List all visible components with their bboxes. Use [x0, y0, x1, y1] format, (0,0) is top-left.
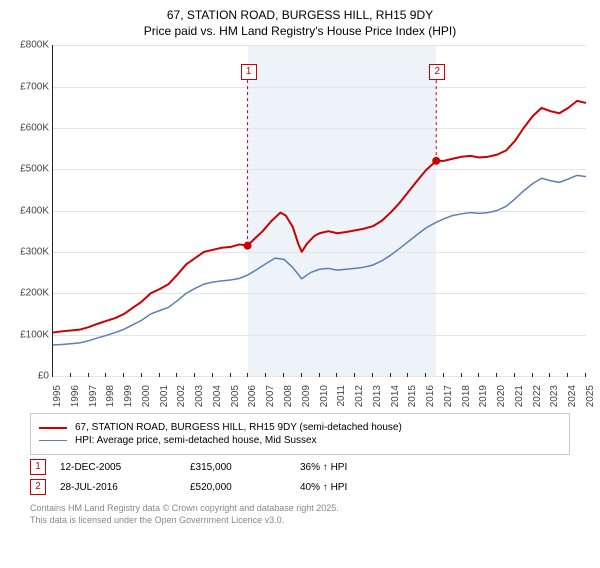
sale-date: 12-DEC-2005	[60, 462, 190, 473]
x-tick	[88, 373, 89, 377]
x-tick	[372, 373, 373, 377]
sale-date: 28-JUL-2016	[60, 482, 190, 493]
x-tick	[478, 373, 479, 377]
x-tick	[532, 373, 533, 377]
sale-marker-dot	[244, 242, 252, 250]
title-line1: 67, STATION ROAD, BURGESS HILL, RH15 9DY	[0, 8, 600, 24]
y-tick-label: £700K	[17, 81, 49, 92]
x-tick	[52, 373, 53, 377]
x-tick	[461, 373, 462, 377]
sale-price: £520,000	[190, 482, 300, 493]
legend-label: 67, STATION ROAD, BURGESS HILL, RH15 9DY…	[75, 422, 402, 433]
series-hpi	[53, 176, 586, 346]
x-tick	[407, 373, 408, 377]
x-tick	[123, 373, 124, 377]
y-tick-label: £600K	[17, 122, 49, 133]
credits-line1: Contains HM Land Registry data © Crown c…	[30, 503, 570, 515]
legend-label: HPI: Average price, semi-detached house,…	[75, 435, 317, 446]
chart-title: 67, STATION ROAD, BURGESS HILL, RH15 9DY…	[0, 8, 600, 39]
x-tick	[567, 373, 568, 377]
y-tick-label: £0	[17, 371, 49, 382]
y-tick-label: £400K	[17, 205, 49, 216]
sale-diff: 40% ↑ HPI	[300, 482, 420, 493]
price-chart: £0£100K£200K£300K£400K£500K£600K£700K£80…	[20, 45, 590, 405]
x-tick	[585, 373, 586, 377]
x-tick	[514, 373, 515, 377]
sale-row: 2 28-JUL-2016£520,00040% ↑ HPI	[30, 479, 570, 495]
x-tick	[319, 373, 320, 377]
y-tick-label: £100K	[17, 329, 49, 340]
credits-line2: This data is licensed under the Open Gov…	[30, 515, 570, 527]
x-tick	[159, 373, 160, 377]
legend-swatch	[39, 427, 67, 429]
sale-marker-box: 2	[429, 64, 445, 80]
x-tick	[70, 373, 71, 377]
x-tick	[283, 373, 284, 377]
legend: 67, STATION ROAD, BURGESS HILL, RH15 9DY…	[30, 413, 570, 455]
series-pricepaid	[53, 101, 586, 333]
x-tick	[230, 373, 231, 377]
legend-swatch	[39, 440, 67, 441]
sale-marker-box: 1	[241, 64, 257, 80]
x-tick	[265, 373, 266, 377]
y-tick-label: £200K	[17, 288, 49, 299]
y-tick-label: £800K	[17, 40, 49, 51]
grid-line	[53, 376, 586, 377]
x-tick	[301, 373, 302, 377]
series-svg	[53, 45, 586, 376]
x-tick	[105, 373, 106, 377]
x-tick	[425, 373, 426, 377]
x-tick	[176, 373, 177, 377]
legend-row: HPI: Average price, semi-detached house,…	[39, 435, 561, 446]
x-tick	[354, 373, 355, 377]
x-tick	[496, 373, 497, 377]
x-tick	[194, 373, 195, 377]
y-tick-label: £300K	[17, 247, 49, 258]
title-line2: Price paid vs. HM Land Registry's House …	[0, 24, 600, 40]
sale-marker-ref: 2	[30, 479, 46, 495]
x-tick	[549, 373, 550, 377]
credits: Contains HM Land Registry data © Crown c…	[30, 503, 570, 526]
x-tick	[336, 373, 337, 377]
sale-marker-ref: 1	[30, 459, 46, 475]
x-tick-label: 2025	[585, 385, 600, 407]
sale-row: 1 12-DEC-2005£315,00036% ↑ HPI	[30, 459, 570, 475]
x-tick	[212, 373, 213, 377]
sales-table: 1 12-DEC-2005£315,00036% ↑ HPI 2 28-JUL-201…	[30, 459, 570, 495]
x-tick	[390, 373, 391, 377]
x-tick	[141, 373, 142, 377]
sale-price: £315,000	[190, 462, 300, 473]
x-tick	[443, 373, 444, 377]
sale-marker-dot	[432, 157, 440, 165]
legend-row: 67, STATION ROAD, BURGESS HILL, RH15 9DY…	[39, 422, 561, 433]
x-tick	[247, 373, 248, 377]
y-tick-label: £500K	[17, 164, 49, 175]
sale-diff: 36% ↑ HPI	[300, 462, 420, 473]
